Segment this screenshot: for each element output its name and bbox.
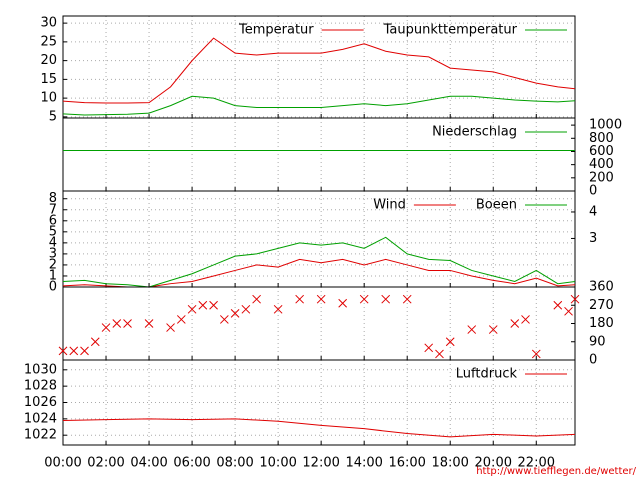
y-tick-label: 8 [49, 191, 57, 206]
y-tick-label: 1000 [589, 118, 622, 133]
y-tick-label: 1022 [24, 428, 57, 443]
panel-frame [62, 359, 576, 446]
wind-direction-point [80, 346, 89, 356]
y-tick-label: 5 [49, 224, 57, 239]
y2-tick-label: 4 [589, 204, 597, 219]
y-tick-label: 0 [589, 184, 597, 199]
wind-direction-point [123, 319, 132, 328]
y-tick-label: 20 [40, 53, 57, 68]
x-tick-label: 10:00 [259, 456, 296, 471]
y-tick-label: 25 [40, 34, 57, 49]
series-line [62, 258, 576, 288]
y2-tick-label: 3 [589, 231, 597, 246]
legend-label: Temperatur [238, 23, 314, 38]
x-tick-label: 08:00 [216, 456, 253, 471]
y-tick-label: 1024 [24, 411, 57, 426]
y-tick-label: 1030 [24, 362, 57, 377]
wind-direction-point [445, 337, 455, 347]
wind-direction-point [209, 300, 218, 310]
series-line [62, 37, 576, 104]
wind-direction-point [230, 309, 240, 318]
legend-label: Taupunkttemperatur [383, 23, 518, 38]
wind-direction-point [435, 349, 444, 359]
wind-direction-point [295, 294, 304, 304]
wind-direction-point [58, 346, 68, 356]
wind-direction-point [187, 304, 197, 314]
wind-direction-point [241, 304, 251, 314]
wind-direction-point [521, 315, 530, 324]
y-tick-label: 5 [49, 109, 57, 124]
wind-direction-point [531, 349, 541, 359]
wind-direction-point [510, 319, 520, 328]
wind-direction-point [338, 298, 348, 308]
wind-direction-point [570, 294, 580, 304]
legend-label: Wind [373, 198, 406, 213]
x-tick-label: 16:00 [388, 456, 425, 471]
y-tick-label: 800 [589, 131, 614, 146]
wind-direction-point [219, 315, 229, 324]
y-tick-label: 15 [40, 72, 57, 87]
y-tick-label: 7 [49, 202, 57, 217]
wind-direction-point [488, 325, 498, 334]
y-tick-label: 6 [49, 213, 57, 228]
y-tick-label: 0 [49, 280, 57, 295]
wind-direction-point [69, 346, 79, 356]
y-tick-label: 200 [589, 170, 614, 185]
wind-direction-point [424, 343, 434, 353]
footer-url: http://www.tiefflegen.de/wetter/ [476, 466, 636, 477]
wind-direction-point [90, 337, 100, 347]
wind-direction-point [564, 306, 573, 316]
legend-label: Niederschlag [432, 125, 517, 140]
wind-direction-point [252, 294, 261, 304]
x-tick-label: 06:00 [173, 456, 210, 471]
wind-direction-point [112, 319, 122, 328]
x-tick-label: 20:00 [475, 456, 512, 471]
wind-direction-point [381, 294, 391, 304]
wind-direction-point [166, 323, 175, 332]
x-tick-label: 22:00 [518, 456, 555, 471]
wind-direction-point [467, 325, 477, 334]
y-tick-label: 600 [589, 144, 614, 159]
y-tick-label: 360 [589, 280, 614, 295]
y-tick-label: 4 [49, 235, 57, 250]
wind-direction-point [553, 300, 563, 310]
x-tick-label: 18:00 [431, 456, 468, 471]
wind-direction-point [101, 323, 111, 332]
series-line [62, 95, 576, 116]
legend-label: Luftdruck [456, 367, 518, 382]
wind-direction-point [273, 304, 283, 314]
x-tick-label: 04:00 [130, 456, 167, 471]
x-tick-label: 02:00 [87, 456, 124, 471]
y-tick-label: 2 [49, 257, 57, 272]
y-tick-label: 30 [40, 16, 57, 31]
panel-frame [62, 286, 576, 361]
wind-direction-point [144, 319, 154, 328]
legend-label: Boeen [476, 198, 517, 213]
x-tick-label: 00:00 [44, 456, 81, 471]
x-tick-label: 14:00 [345, 456, 382, 471]
y-tick-label: 3 [49, 246, 57, 261]
y-tick-label: 400 [589, 157, 614, 172]
y-tick-label: 90 [589, 334, 606, 349]
wind-direction-point [316, 294, 326, 304]
wind-direction-point [176, 315, 186, 324]
series-line [62, 418, 576, 438]
y-tick-label: 180 [589, 316, 614, 331]
y-tick-label: 1028 [24, 379, 57, 394]
wind-direction-point [198, 300, 208, 310]
y-tick-label: 1 [49, 268, 57, 283]
wind-direction-point [359, 294, 369, 304]
wind-direction-point [402, 294, 412, 304]
x-tick-label: 12:00 [302, 456, 339, 471]
y-tick-label: 10 [40, 91, 57, 106]
y-tick-label: 1026 [24, 395, 57, 410]
y-tick-label: 270 [589, 298, 614, 313]
y-tick-label: 0 [589, 353, 597, 368]
